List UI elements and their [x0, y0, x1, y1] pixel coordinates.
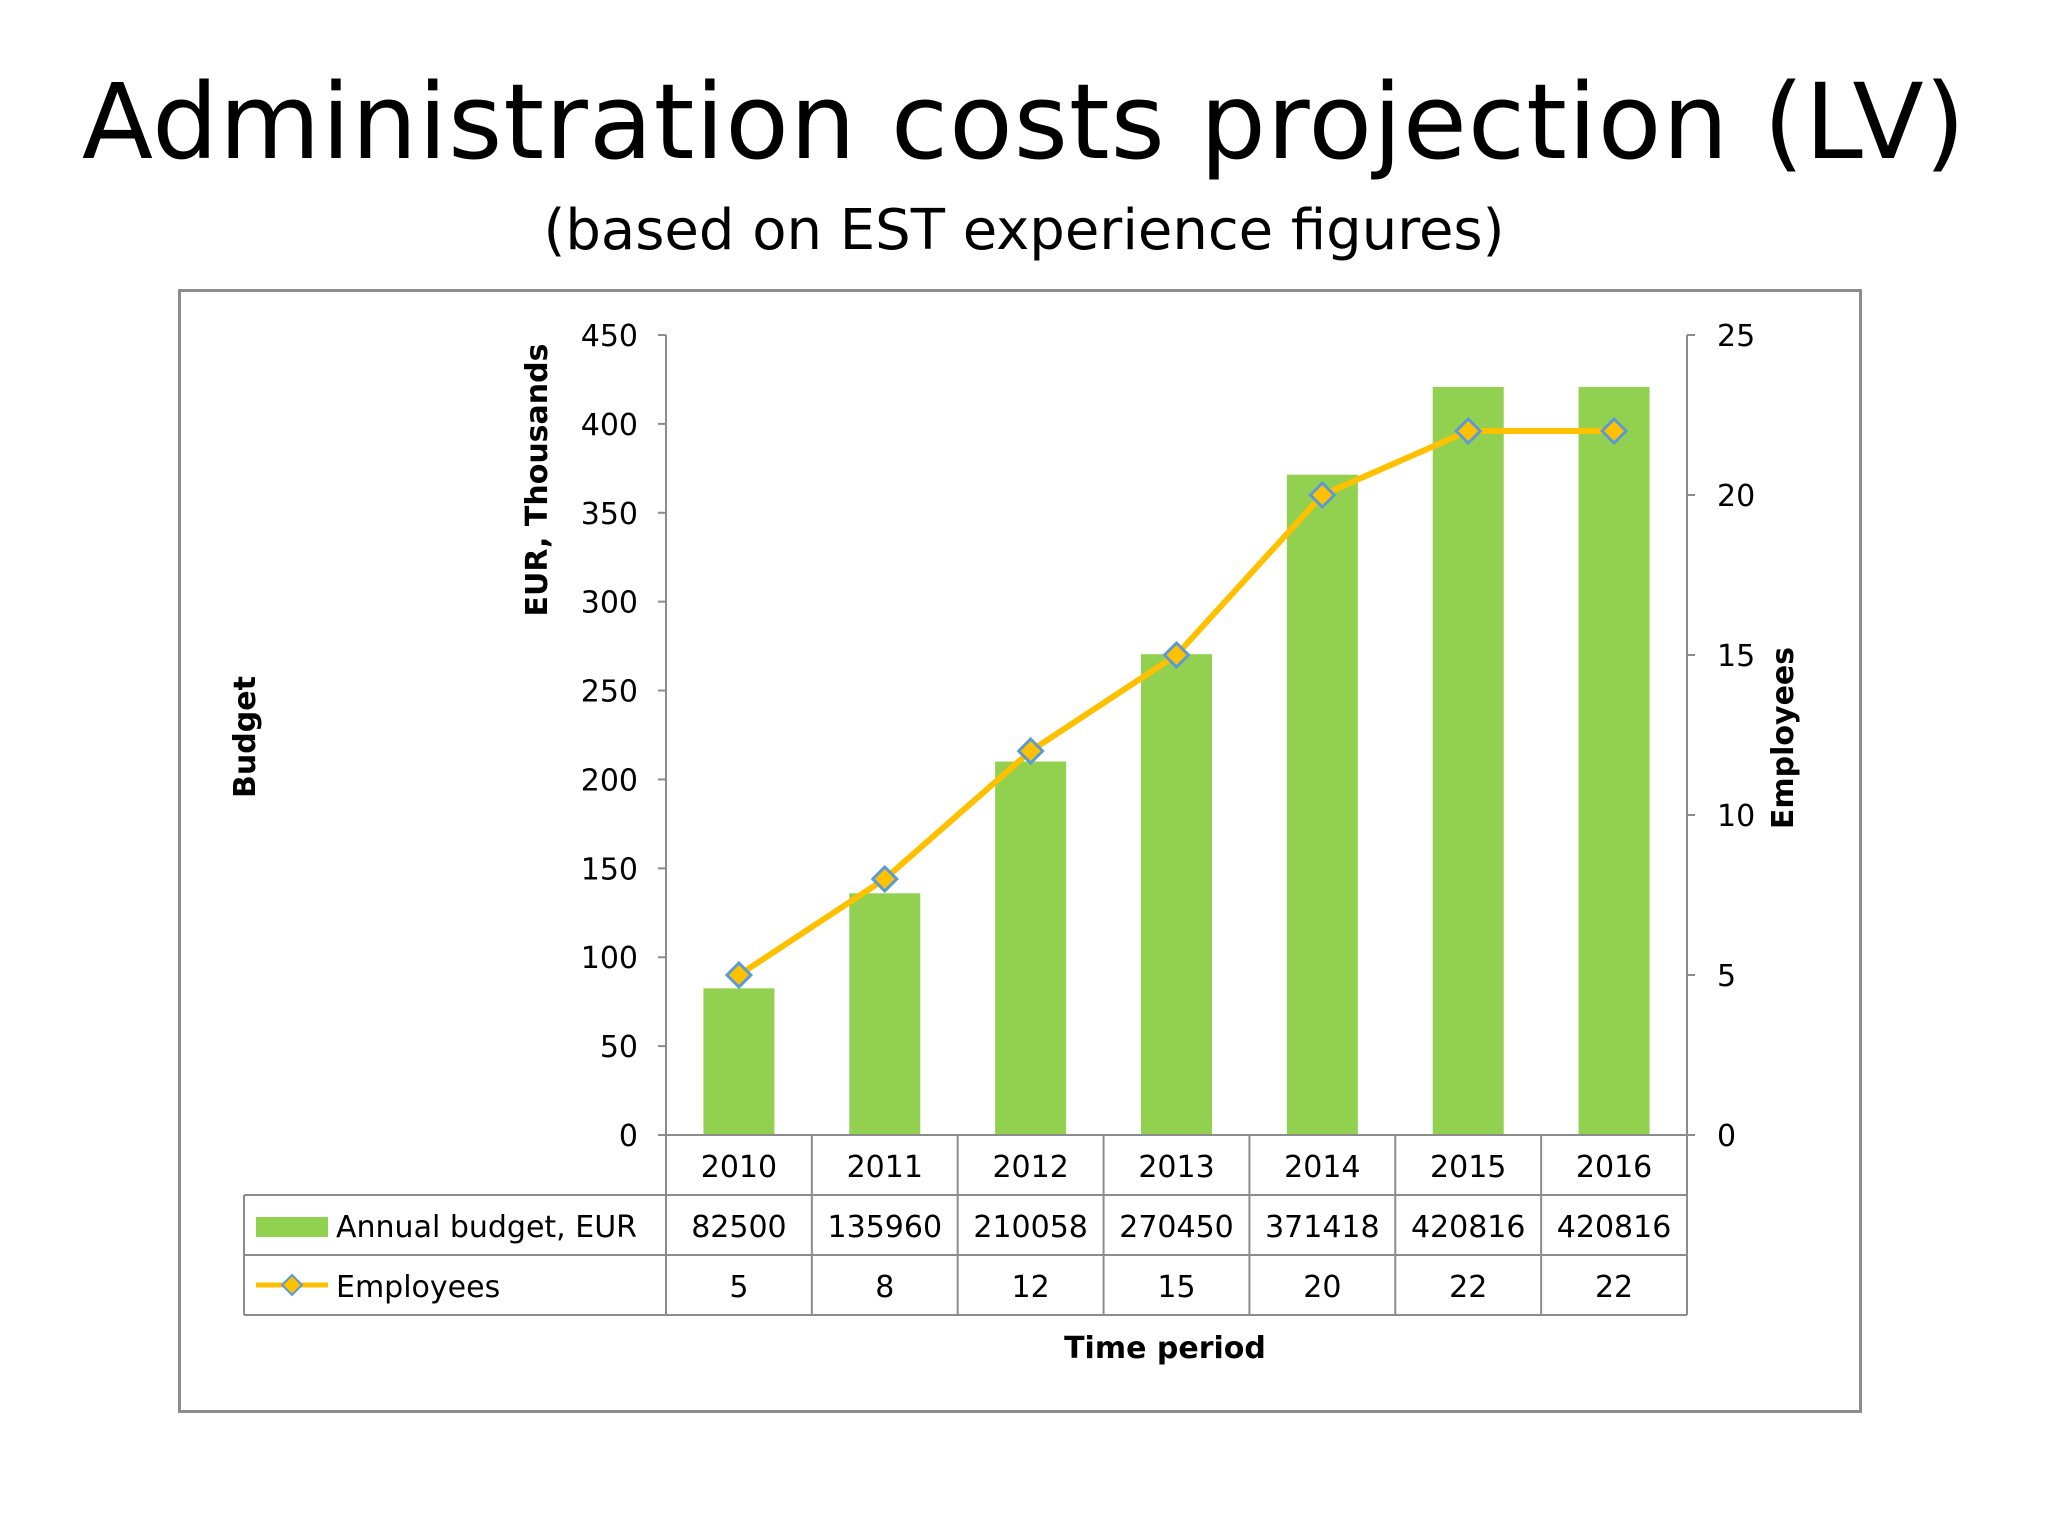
- data-label-employees: 22: [1595, 1270, 1633, 1305]
- left-tick-label: 250: [581, 675, 638, 710]
- legend-key-budget: [256, 1217, 328, 1237]
- bar-2013: [1141, 654, 1212, 1135]
- slide-title: Administration costs projection (LV): [81, 61, 1967, 183]
- left-tick-label: 200: [581, 763, 638, 798]
- left-tick-label: 300: [581, 586, 638, 621]
- data-label-budget: 420816: [1557, 1210, 1672, 1245]
- data-label-employees: 12: [1012, 1270, 1050, 1305]
- bar-series: [703, 386, 1650, 1135]
- legend-key-employees-marker: [280, 1273, 304, 1297]
- data-label-budget: 210058: [973, 1210, 1088, 1245]
- left-tick-label: 350: [581, 497, 638, 532]
- axes: 0 50 100 150 200 250 300 350 400 450 0 5 10 15 20 25: [581, 319, 1755, 1154]
- bar-2012: [995, 761, 1067, 1135]
- left-tick-label: 0: [619, 1119, 638, 1154]
- employees-marker-2012: [1016, 736, 1045, 766]
- category-label: 2016: [1576, 1150, 1652, 1185]
- legend-label-employees: Employees: [336, 1270, 500, 1305]
- right-tick-label: 25: [1717, 319, 1755, 354]
- category-label: 2015: [1430, 1150, 1506, 1185]
- chart-frame: 0 50 100 150 200 250 300 350 400 450 0 5 10 15 20 25 20…: [178, 289, 1862, 1413]
- left-tick-label: 400: [581, 408, 638, 443]
- data-label-employees: 5: [729, 1270, 748, 1305]
- employees-marker-2010: [724, 960, 754, 990]
- legend-label-budget: Annual budget, EUR: [336, 1210, 637, 1245]
- left-tick-label: 50: [600, 1030, 638, 1065]
- category-label: 2014: [1284, 1150, 1360, 1185]
- data-label-budget: 371418: [1265, 1210, 1380, 1245]
- data-label-employees: 22: [1449, 1270, 1487, 1305]
- category-label: 2012: [992, 1150, 1068, 1185]
- data-label-employees: 8: [875, 1270, 894, 1305]
- employees-marker-2013: [1162, 640, 1191, 670]
- left-axis-title-inner: EUR, Thousands: [520, 344, 555, 617]
- right-tick-label: 10: [1717, 799, 1755, 834]
- x-axis-title: Time period: [1064, 1331, 1266, 1366]
- line-series: [724, 416, 1629, 990]
- data-label-budget: 270450: [1119, 1210, 1234, 1245]
- right-tick-label: 0: [1717, 1119, 1736, 1154]
- axis-titles: Budget EUR, Thousands Employees Time period: [228, 344, 1801, 1366]
- right-tick-label: 20: [1717, 479, 1755, 514]
- data-label-budget: 135960: [828, 1210, 943, 1245]
- bar-2015: [1432, 386, 1504, 1135]
- employees-marker-2011: [870, 864, 899, 894]
- data-label-employees: 20: [1303, 1270, 1341, 1305]
- left-tick-label: 100: [581, 941, 638, 976]
- category-label: 2010: [701, 1150, 777, 1185]
- slide-subtitle: (based on EST experience figures): [543, 198, 1505, 263]
- category-label: 2011: [847, 1150, 923, 1185]
- bar-2014: [1286, 474, 1358, 1135]
- right-tick-label: 5: [1717, 959, 1736, 994]
- bar-2016: [1578, 386, 1650, 1135]
- bar-2010: [703, 988, 775, 1135]
- right-axis-title: Employees: [1766, 647, 1801, 829]
- employees-marker-2016: [1599, 416, 1629, 446]
- data-label-budget: 420816: [1411, 1210, 1526, 1245]
- bar-2011: [849, 893, 921, 1135]
- employees-marker-2015: [1454, 416, 1483, 446]
- data-label-employees: 15: [1157, 1270, 1195, 1305]
- data-label-budget: 82500: [691, 1210, 786, 1245]
- right-tick-label: 15: [1717, 639, 1755, 674]
- employees-marker-2014: [1308, 480, 1337, 510]
- left-axis-title-outer: Budget: [228, 676, 263, 798]
- category-label: 2013: [1138, 1150, 1214, 1185]
- left-tick-label: 450: [581, 319, 638, 354]
- combo-chart: 0 50 100 150 200 250 300 350 400 450 0 5 10 15 20 25 20…: [228, 319, 1801, 1366]
- left-tick-label: 150: [581, 852, 638, 887]
